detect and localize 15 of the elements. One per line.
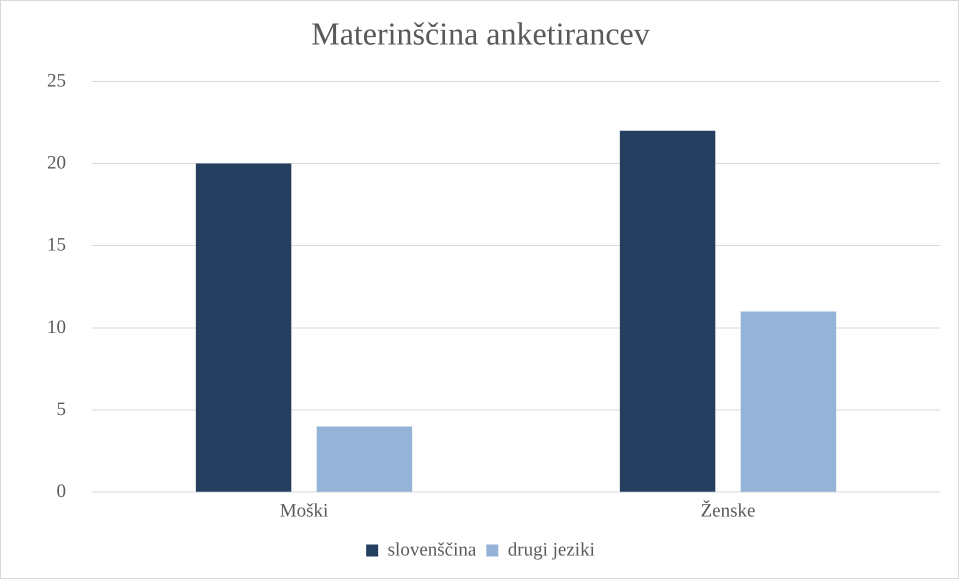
legend-label: slovenščina (388, 539, 477, 560)
y-tick-label: 15 (47, 234, 66, 256)
chart-title: Materinščina anketirancev (311, 16, 650, 52)
bar (316, 426, 412, 492)
bar (740, 311, 836, 492)
bar (196, 164, 292, 492)
legend-label: drugi jeziki (508, 539, 595, 560)
y-tick-label: 20 (47, 152, 66, 174)
y-tick-label: 0 (56, 481, 66, 502)
y-tick-label: 5 (56, 399, 66, 420)
x-tick-label: Ženske (700, 500, 756, 522)
bar (620, 130, 716, 492)
y-tick-label: 25 (47, 70, 66, 92)
x-tick-label: Moški (280, 500, 328, 522)
y-tick-label: 10 (47, 316, 66, 338)
